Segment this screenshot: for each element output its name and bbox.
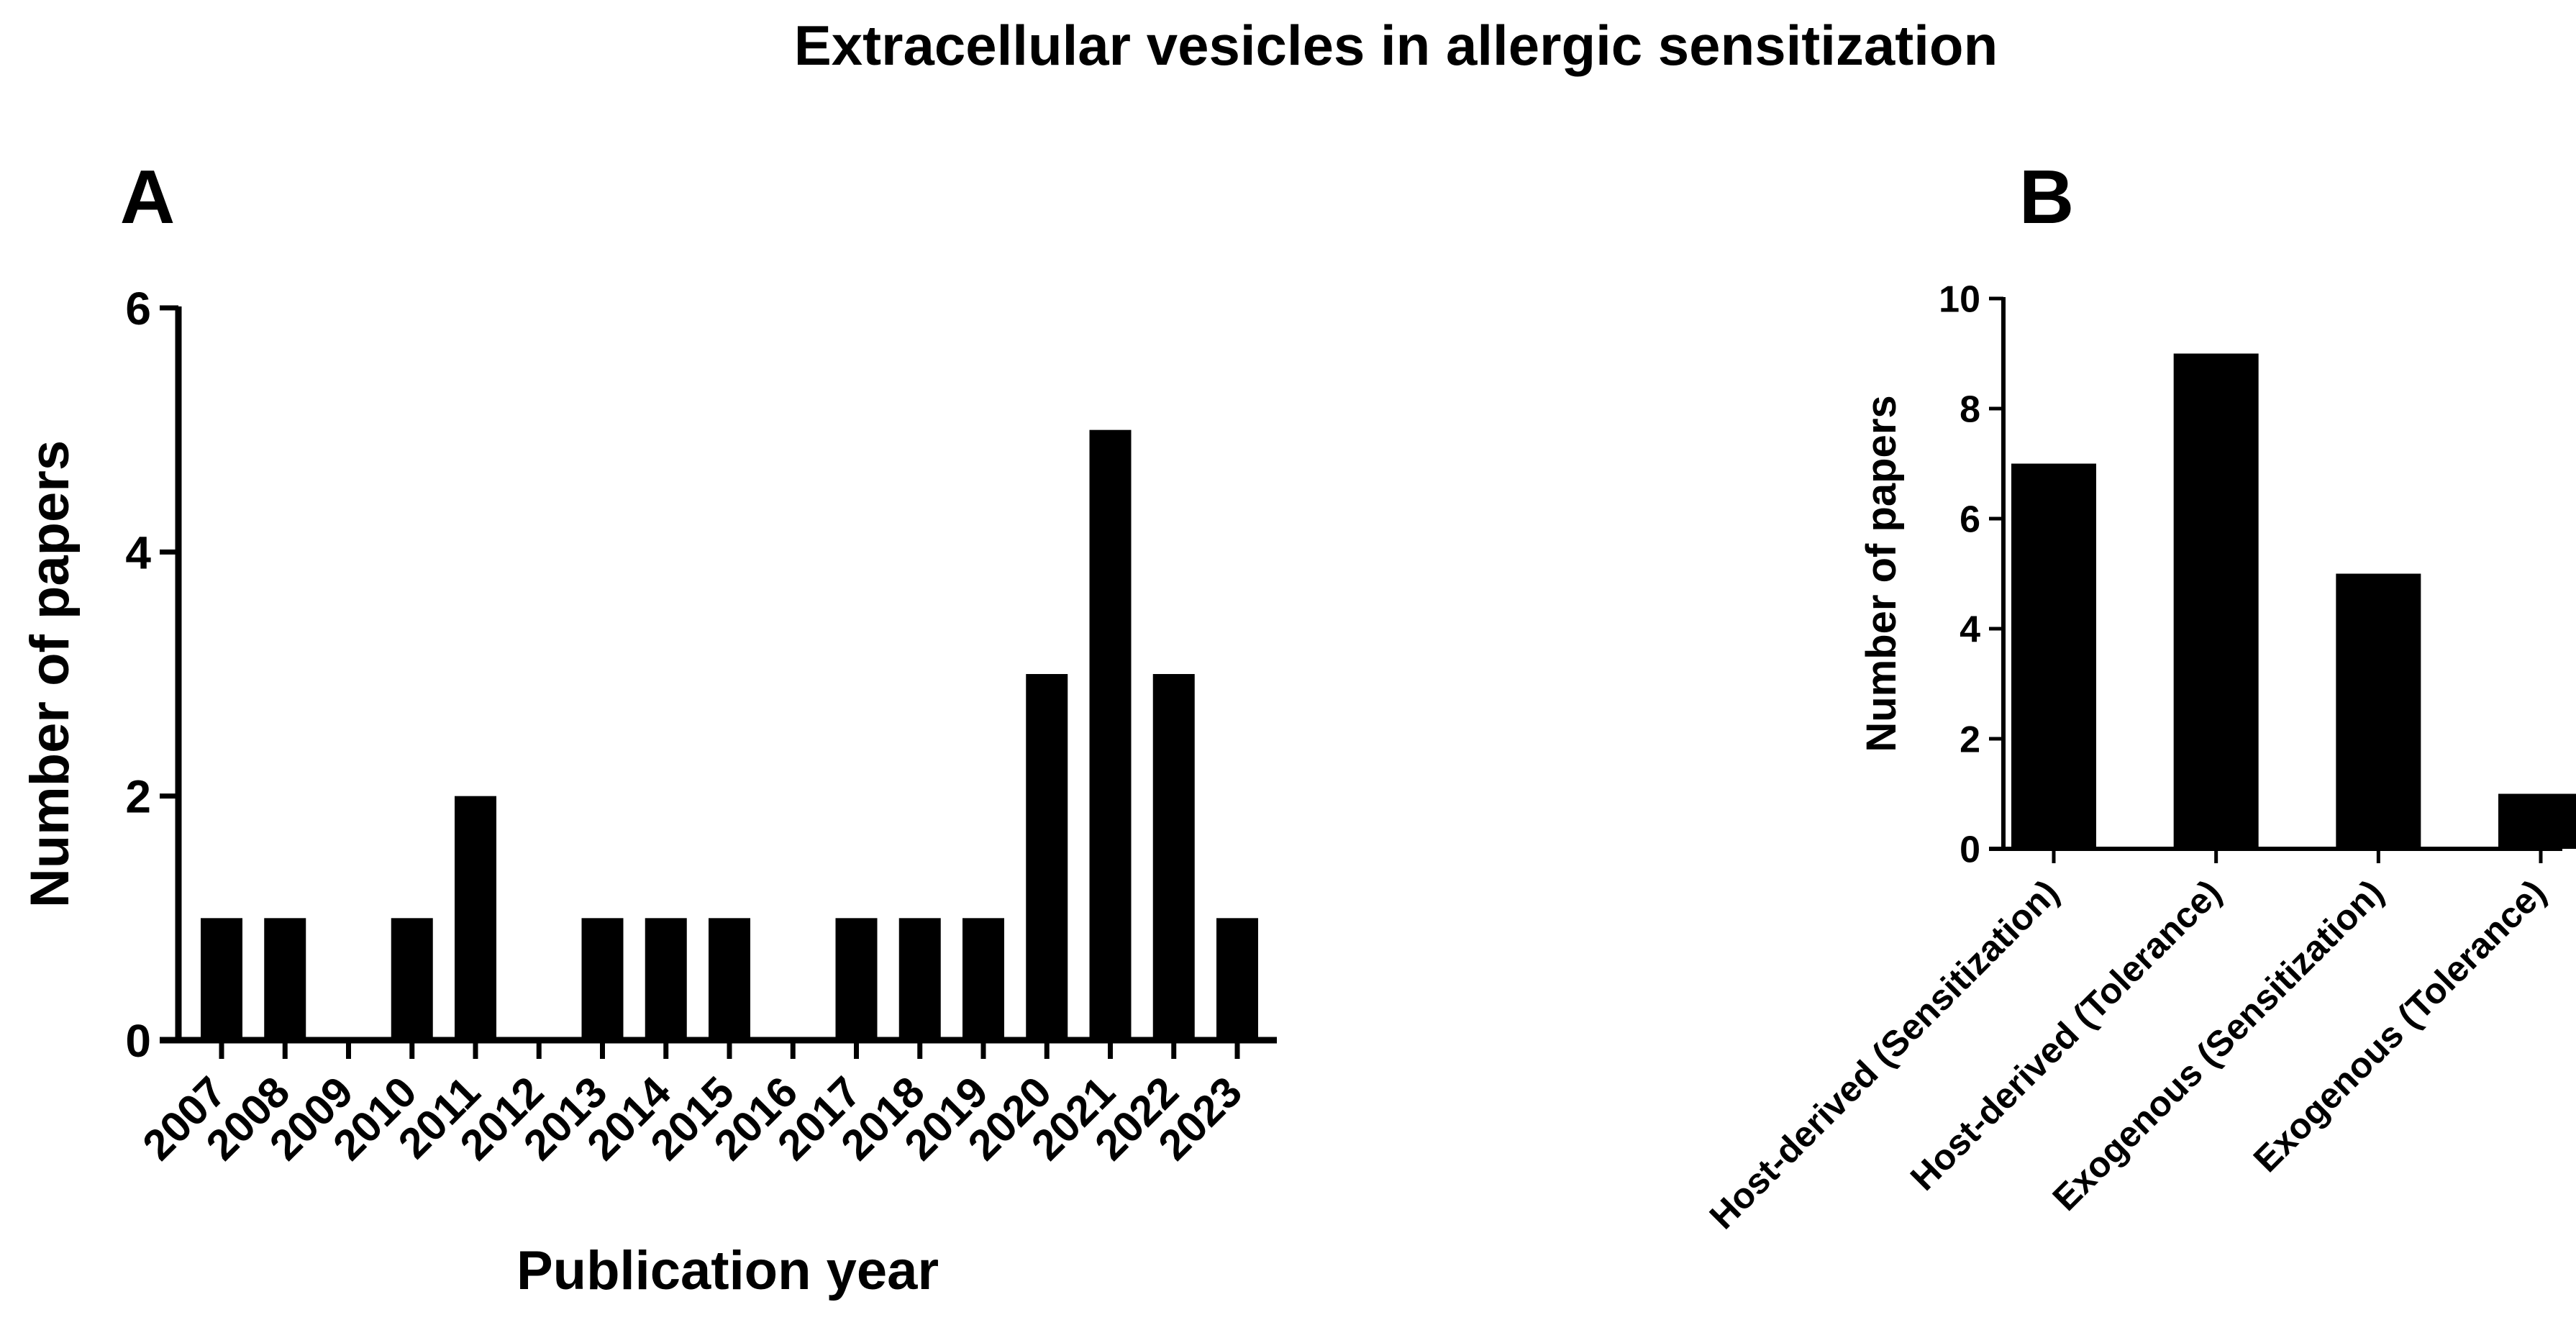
- panel-b-y-tick-label: 4: [1960, 609, 1980, 651]
- panel-a-label: A: [120, 155, 176, 240]
- panel-b-y-tick-label: 8: [1960, 389, 1980, 431]
- panel-b-bar: [2011, 463, 2096, 849]
- panel-a-bar: [201, 918, 242, 1040]
- panel-b-y-tick-label: 6: [1960, 499, 1980, 541]
- panel-a-bar: [455, 796, 496, 1040]
- panel-b-y-axis-title: Number of papers: [1858, 395, 1905, 752]
- panel-b-x-tick-label: Host-derived (Tolerance): [1903, 872, 2229, 1198]
- panel-b-bar: [2173, 353, 2259, 849]
- panel-a-bar: [1216, 918, 1258, 1040]
- panel-a-bar: [898, 918, 941, 1040]
- panel-a-bar: [581, 918, 624, 1040]
- panel-a-bar: [1089, 429, 1132, 1040]
- panel-a-y-tick-label: 0: [125, 1015, 151, 1067]
- panel-a-bar: [962, 918, 1004, 1040]
- panel-b-y-tick-label: 2: [1960, 719, 1980, 761]
- panel-a-x-axis-title: Publication year: [516, 1240, 939, 1301]
- panel-a-bar: [391, 918, 433, 1040]
- figure-title: Extracellular vesicles in allergic sensi…: [793, 14, 1998, 77]
- panel-a-bar: [835, 918, 878, 1040]
- panel-b-x-tick-label: Host-derived (Sensitization): [1702, 872, 2067, 1237]
- panel-b-x-tick-label: Exogenous (Sensitization): [2045, 872, 2392, 1219]
- panel-b-bar: [2498, 793, 2576, 849]
- panel-a-bar: [1152, 674, 1195, 1040]
- panel-a-y-axis-title: Number of papers: [19, 440, 81, 908]
- panel-b-bar: [2336, 573, 2421, 849]
- panel-a-bar: [264, 918, 306, 1040]
- panel-b-y-tick-label: 10: [1939, 279, 1980, 321]
- panel-b-x-tick-label: Exogenous (Tolerance): [2246, 872, 2554, 1180]
- panel-a-y-tick-label: 2: [125, 771, 151, 823]
- panel-b-label: B: [2019, 155, 2075, 240]
- panel-a-y-tick-label: 4: [125, 527, 151, 578]
- panel-a-y-tick-label: 6: [125, 283, 151, 334]
- panel-a-bar: [1026, 674, 1068, 1040]
- panel-a-bar: [709, 918, 750, 1040]
- panel-b-y-tick-label: 0: [1960, 829, 1980, 871]
- panel-a-bar: [645, 918, 687, 1040]
